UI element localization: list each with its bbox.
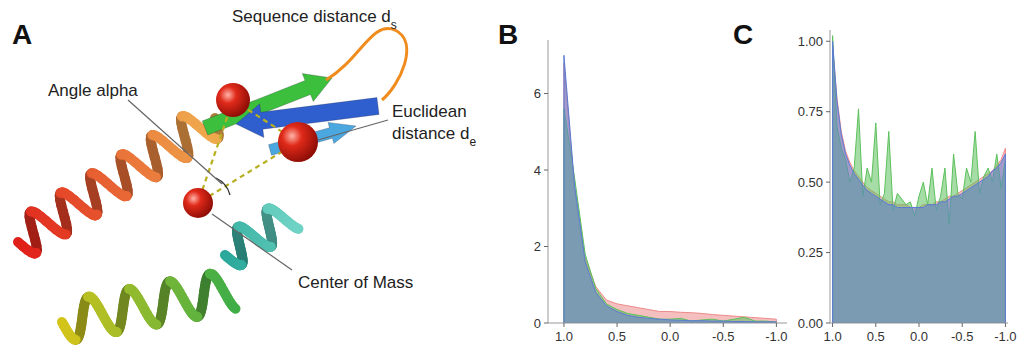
panel-letter: B <box>498 19 518 50</box>
diagram-label: Sequence distance ds <box>232 7 397 32</box>
helix-segment <box>31 250 42 253</box>
helix-segment <box>297 223 298 233</box>
helix-segment <box>92 212 103 215</box>
density-area <box>564 63 776 323</box>
y-axis-line <box>830 30 831 323</box>
y-tick <box>826 252 830 253</box>
x-tick <box>776 323 777 327</box>
y-tick <box>826 41 830 42</box>
panel-a: Sequence distance ds Euclidean distance de… <box>12 7 477 340</box>
helix <box>18 116 219 254</box>
y-tick-label: 0.75 <box>798 104 823 119</box>
helix-segment <box>34 248 36 259</box>
panel-chart: 0 2 4 6 1.0 0.5 0.0 -0.5 -1.0 B <box>498 19 788 344</box>
helix-segment <box>153 172 156 183</box>
density-area <box>833 41 1006 323</box>
x-tick <box>832 323 833 327</box>
y-tick-label: 0 <box>534 316 541 331</box>
leader-line <box>128 100 222 184</box>
center-of-mass-sphere <box>183 188 213 218</box>
y-tick-label: 0.50 <box>798 175 823 190</box>
plot-area <box>564 55 776 323</box>
diagram-label: distance de <box>392 124 477 149</box>
x-tick <box>563 323 564 327</box>
y-tick <box>544 323 548 324</box>
x-tick-label: 0.0 <box>661 329 679 344</box>
y-tick <box>544 246 548 247</box>
label-text: Sequence distance d <box>232 7 391 26</box>
leader-line <box>318 120 388 140</box>
label-subscript: e <box>470 135 477 149</box>
y-tick-label: 6 <box>534 86 541 101</box>
panel-chart: 0.00 0.25 0.50 0.75 1.00 1.0 0.5 0.0 -0.5 -1.0 C <box>733 19 1017 344</box>
label-subscript: s <box>391 18 397 32</box>
y-axis-line <box>548 40 549 323</box>
x-tick <box>723 323 724 327</box>
helix-segment <box>214 134 217 145</box>
x-tick-label: -0.5 <box>712 329 734 344</box>
density-area <box>833 36 1006 323</box>
helix-segment <box>265 242 276 252</box>
x-tick-label: -1.0 <box>994 329 1016 344</box>
diagram-label: Center of Mass <box>298 273 413 292</box>
diagram-label: Angle alpha <box>48 81 138 100</box>
helix-segment <box>124 191 126 201</box>
x-tick-label: -1.0 <box>765 329 787 344</box>
x-tick <box>670 323 671 327</box>
leader-line <box>212 214 292 270</box>
x-axis-line <box>548 323 787 324</box>
y-tick-label: 4 <box>534 163 541 178</box>
y-tick <box>826 323 830 324</box>
y-tick <box>544 93 548 94</box>
y-tick <box>826 182 830 183</box>
helix-segment <box>264 242 275 252</box>
x-tick-label: 0.5 <box>867 329 885 344</box>
label-text: Angle alpha <box>48 81 138 100</box>
helix-segment <box>185 153 187 163</box>
label-text: distance d <box>392 124 470 143</box>
loop <box>326 28 407 100</box>
helix-segment <box>234 307 236 309</box>
helix-segment <box>64 229 66 239</box>
helix-segment <box>95 209 97 220</box>
x-tick <box>919 323 920 327</box>
y-tick <box>826 111 830 112</box>
y-tick <box>544 170 548 171</box>
residue-sphere <box>278 122 318 162</box>
x-tick-label: 1.0 <box>824 329 842 344</box>
plot-area <box>833 36 1006 323</box>
y-tick-label: 1.00 <box>798 34 823 49</box>
label-text: Center of Mass <box>298 273 413 292</box>
y-tick-label: 0.00 <box>798 316 823 331</box>
diagram-label: Euclidean <box>392 102 467 121</box>
figure: Sequence distance ds Euclidean distance de… <box>0 0 1026 354</box>
x-tick-label: 0.0 <box>910 329 928 344</box>
label-text: Euclidean <box>392 102 467 121</box>
density-area <box>564 109 776 323</box>
x-tick <box>1005 323 1006 327</box>
x-tick-label: 1.0 <box>555 329 573 344</box>
helix-segment <box>196 312 197 322</box>
helix-segment <box>234 260 245 270</box>
helix-segment <box>155 319 157 329</box>
x-tick <box>962 323 963 327</box>
x-tick <box>875 323 876 327</box>
helix-segment <box>293 223 304 233</box>
residue-sphere <box>216 83 250 117</box>
helix <box>225 208 298 265</box>
helix-segment <box>115 327 116 337</box>
helix <box>62 274 236 340</box>
panel-letter: C <box>733 19 753 50</box>
helix-segment <box>236 260 247 270</box>
y-tick-label: 0.25 <box>798 245 823 260</box>
x-tick <box>617 323 618 327</box>
panel-letter: A <box>12 19 32 50</box>
y-tick-label: 2 <box>534 239 541 254</box>
helix-segment <box>235 260 246 270</box>
x-tick-label: 0.5 <box>608 329 626 344</box>
helix-segment <box>234 260 245 270</box>
x-tick-label: -0.5 <box>951 329 973 344</box>
density-area <box>564 55 776 323</box>
helix-segment <box>74 334 76 344</box>
